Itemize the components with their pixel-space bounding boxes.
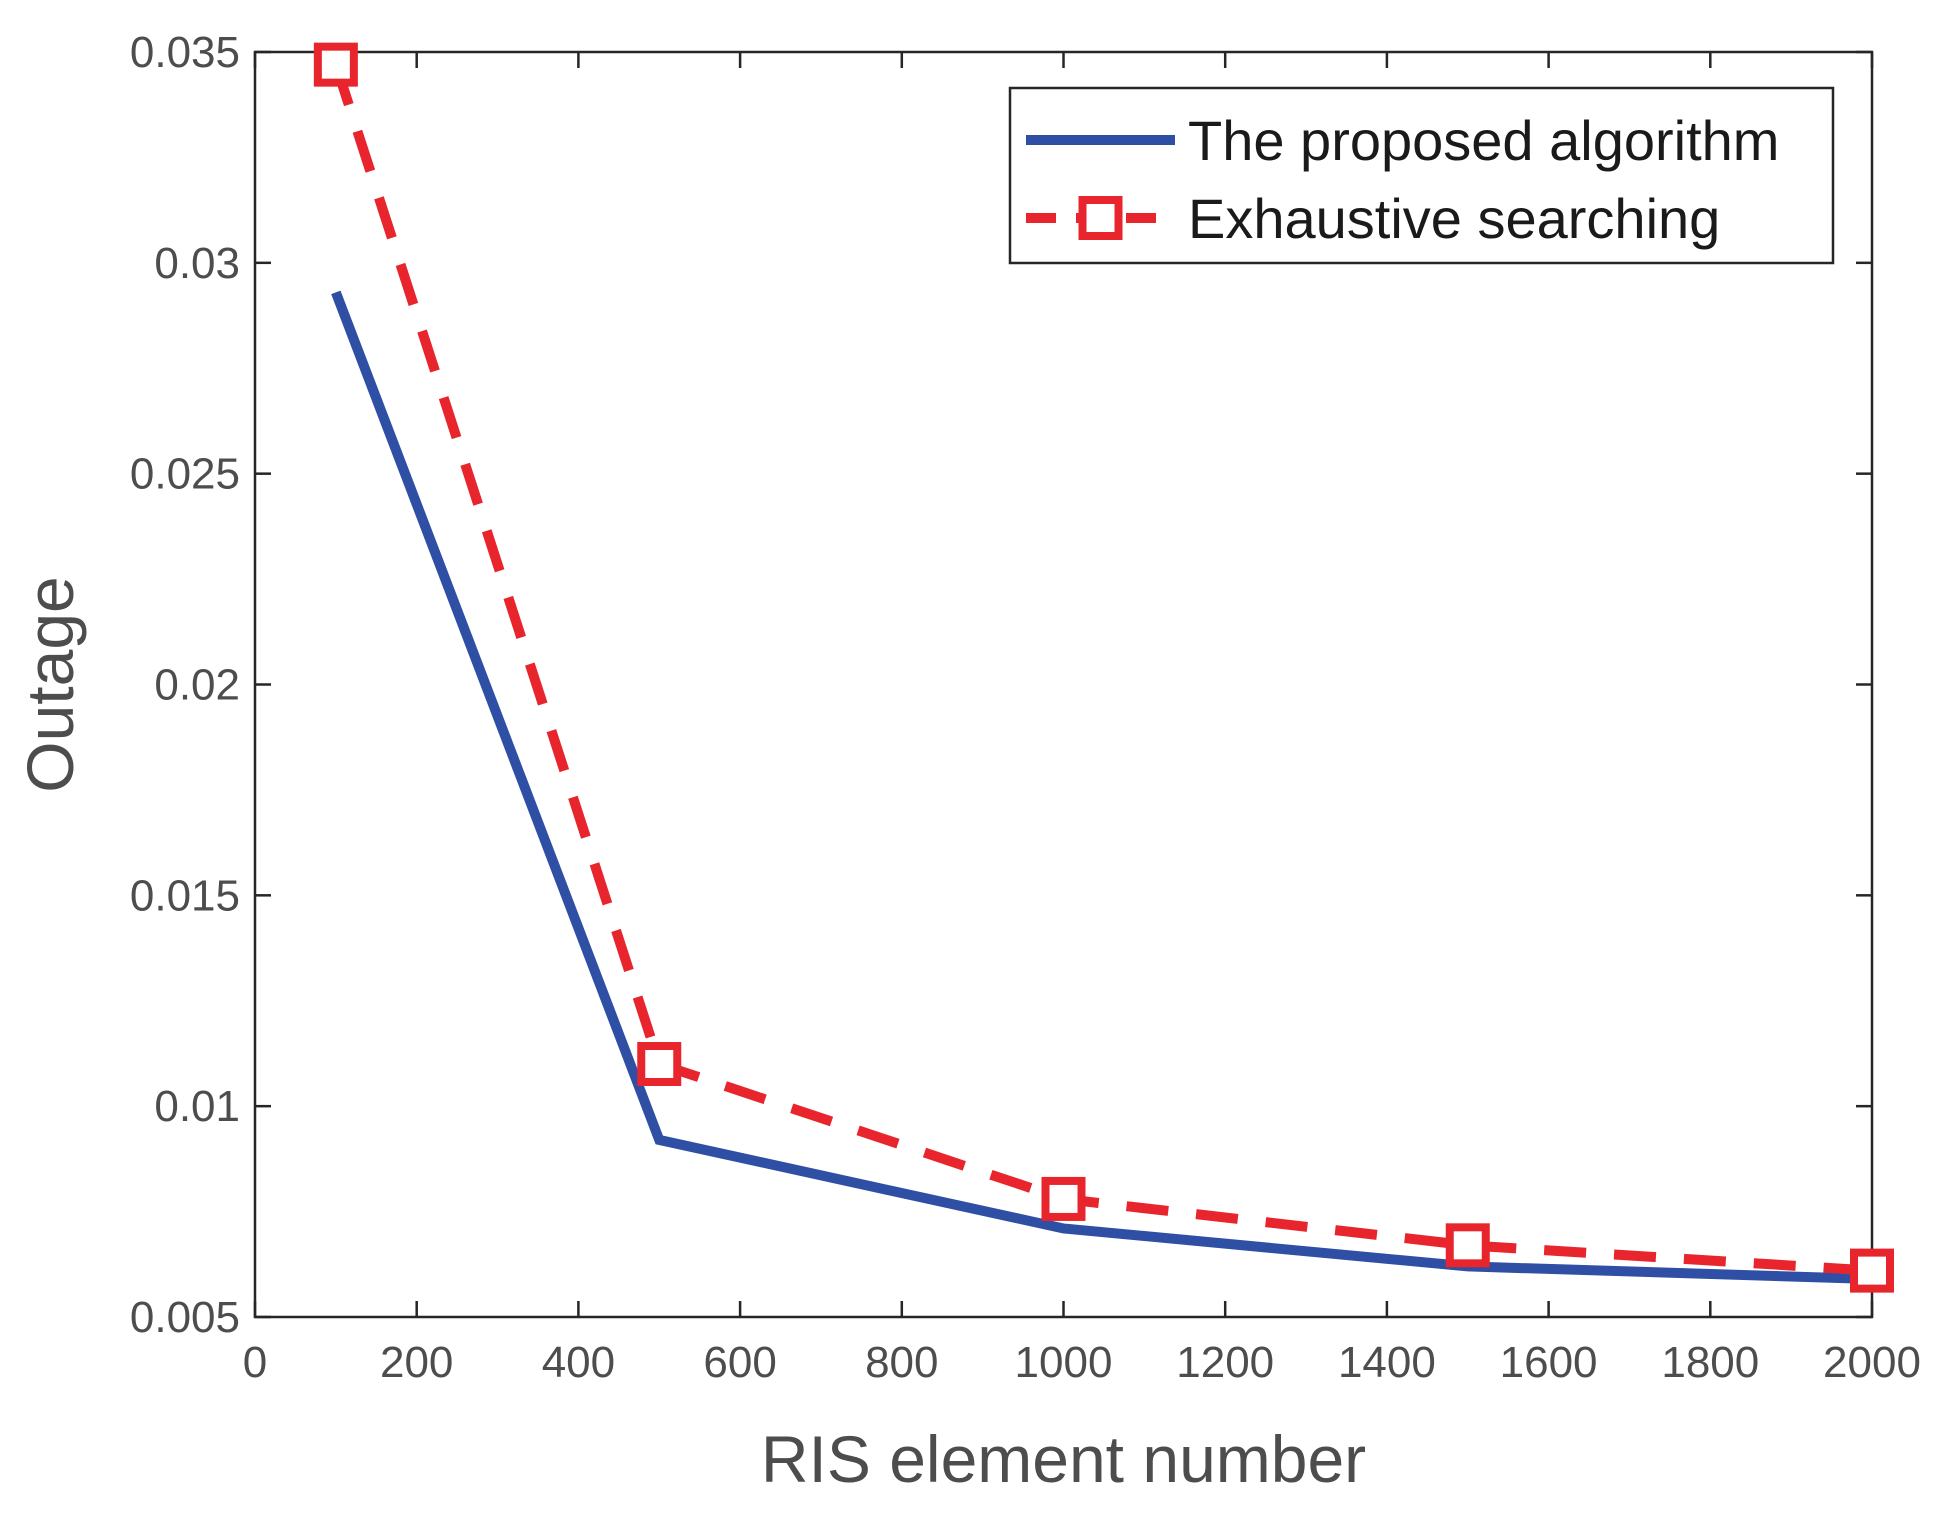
x-tick-label: 600 (703, 1338, 776, 1387)
x-axis-label: RIS element number (761, 1422, 1366, 1496)
x-tick-label: 800 (865, 1338, 938, 1387)
series-marker-2 (1041, 1176, 1086, 1221)
x-tick-label: 2000 (1823, 1338, 1921, 1387)
y-tick-label: 0.015 (130, 871, 240, 920)
y-axis-label: Outage (13, 576, 87, 793)
x-tick-label: 400 (542, 1338, 615, 1387)
legend-label-1: The proposed algorithm (1188, 109, 1779, 172)
y-tick-label: 0.02 (154, 661, 240, 710)
y-tick-label: 0.01 (154, 1082, 240, 1131)
y-tick-label: 0.035 (130, 28, 240, 77)
x-tick-label: 1400 (1338, 1338, 1436, 1387)
y-tick-label: 0.025 (130, 450, 240, 499)
series-marker-2 (313, 42, 358, 87)
x-tick-label: 1800 (1661, 1338, 1759, 1387)
series-layer (313, 42, 1894, 1293)
y-tick-label: 0.03 (154, 239, 240, 288)
x-tick-label: 0 (243, 1338, 267, 1387)
legend-label-2: Exhaustive searching (1188, 187, 1720, 250)
y-tick-label: 0.005 (130, 1293, 240, 1342)
x-tick-label: 1200 (1176, 1338, 1274, 1387)
x-tick-label: 1600 (1500, 1338, 1598, 1387)
series-line-1 (331, 290, 1873, 1285)
legend: The proposed algorithm Exhaustive searchi… (1008, 86, 1835, 265)
legend-marker-2 (1078, 196, 1123, 240)
series-marker-2 (1445, 1223, 1490, 1268)
axes: 0 200 400 600 800 1000 1200 1400 1600 1800 2000 0.0… (130, 28, 1921, 1387)
x-tick-label: 1000 (1015, 1338, 1113, 1387)
x-tick-label: 200 (380, 1338, 453, 1387)
legend-box (1008, 86, 1835, 265)
series-marker-2 (1850, 1248, 1894, 1293)
series-marker-2 (637, 1042, 682, 1086)
